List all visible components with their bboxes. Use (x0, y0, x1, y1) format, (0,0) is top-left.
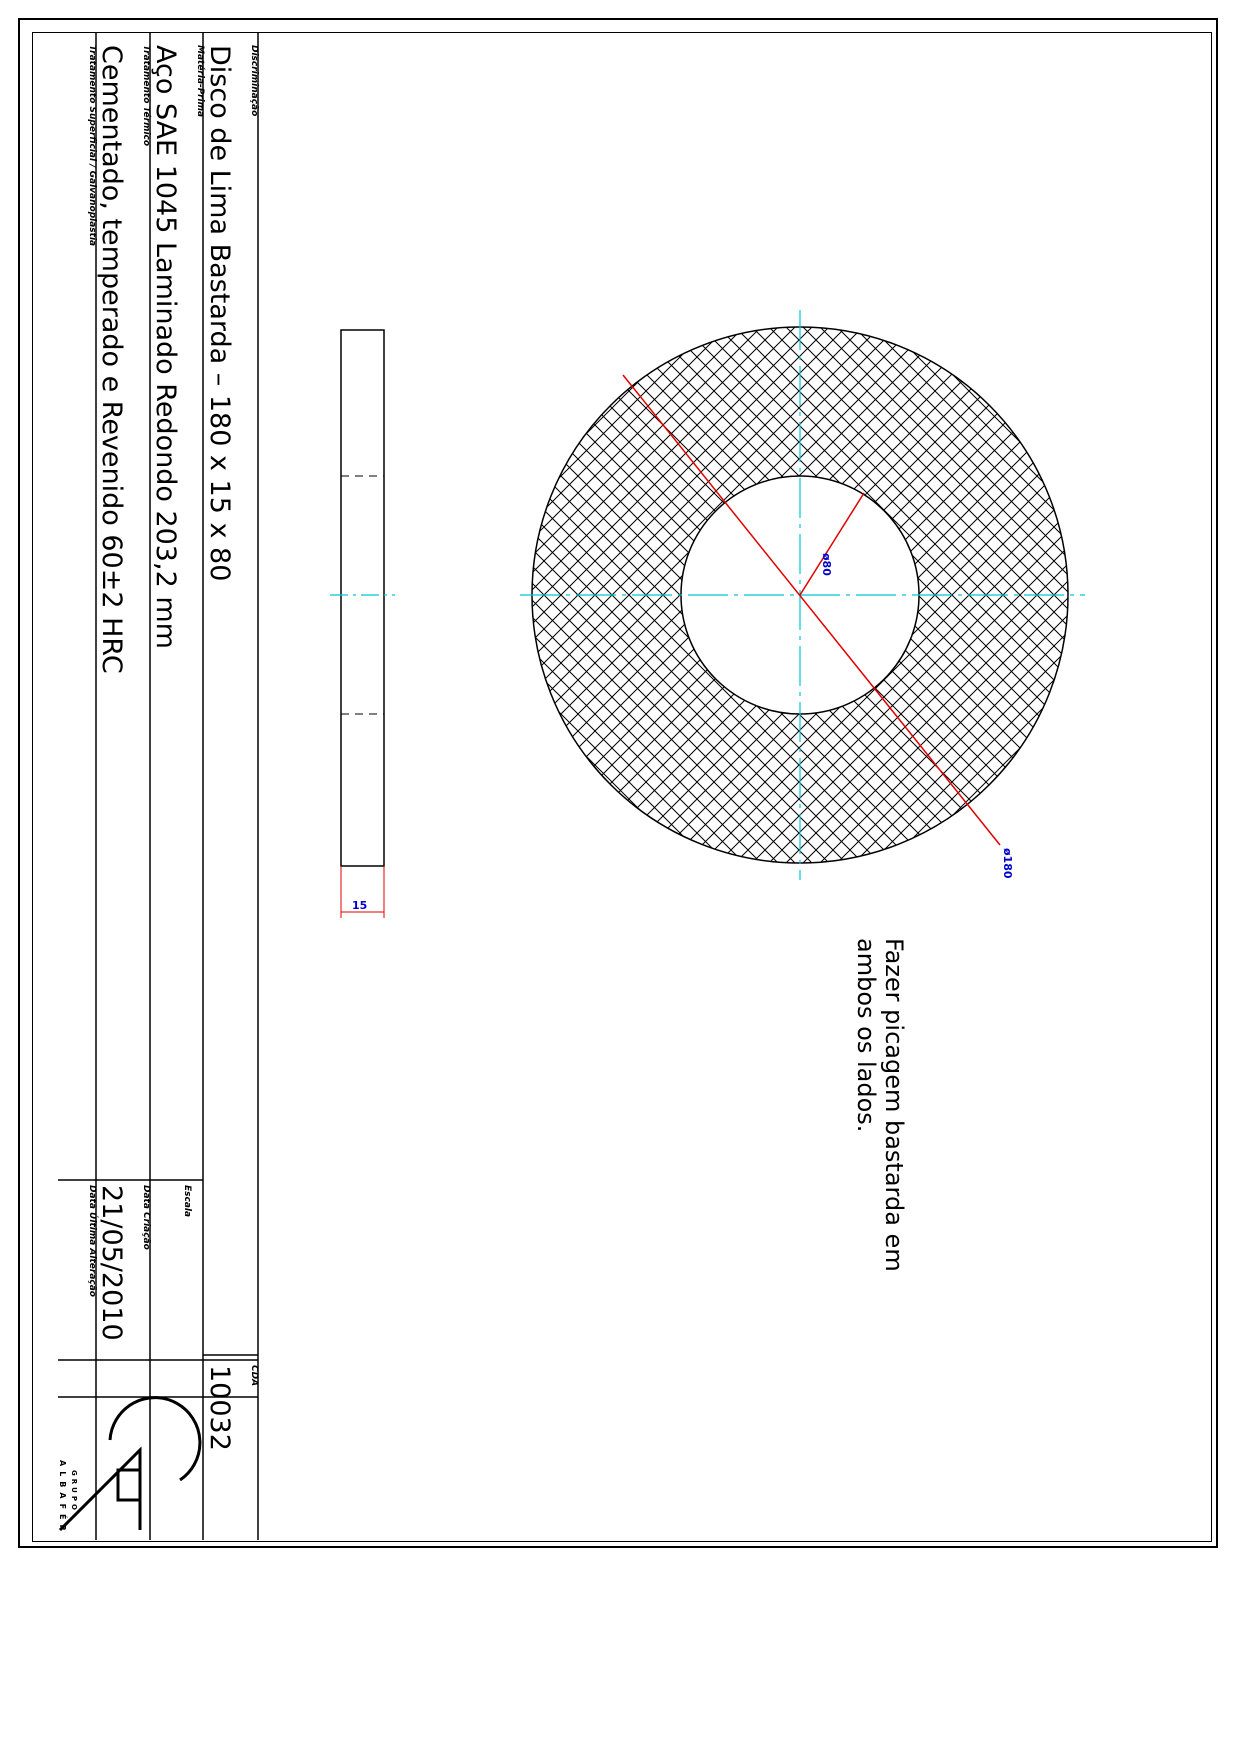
outer-diameter-label: ø180 (1001, 848, 1014, 879)
heat-treatment-caption: Tratamento Térmico (141, 45, 152, 146)
material-text: Aço SAE 1045 Laminado Redondo 203,2 mm (150, 45, 181, 649)
logo-a-shape (58, 1446, 142, 1532)
description-text: Disco de Lima Bastarda – 180 x 15 x 80 (204, 45, 235, 581)
material-caption: Matéria-Prima (195, 45, 206, 117)
thickness-dimension-label: 15 (352, 899, 367, 912)
scale-caption: Escala (182, 1185, 192, 1217)
inner-diameter-leader (799, 492, 865, 596)
side-view: 15 (330, 329, 395, 918)
front-view: ø180 ø80 (520, 310, 1085, 880)
company-logo: GRUPO ALBAFÉR (58, 1396, 202, 1536)
logo-text-top: GRUPO (70, 1470, 78, 1513)
inner-diameter-label: ø80 (820, 553, 833, 576)
title-block (58, 32, 259, 1540)
note-line-2: ambos os lados. (852, 938, 880, 1132)
title-block-texts: Discriminação Disco de Lima Bastarda – 1… (87, 45, 259, 1451)
surface-treatment-caption: Tratamento Superficial / Galvanoplastia (87, 45, 97, 246)
drawing-note: Fazer picagem bastarda em ambos os lados… (852, 938, 908, 1272)
created-text: 21/05/2010 (96, 1185, 127, 1341)
side-view-outline (340, 329, 385, 867)
code-caption: CDA (249, 1365, 259, 1386)
drawing-sheet-border (18, 18, 1218, 1548)
description-caption: Discriminação (249, 45, 259, 116)
logo-bar (116, 1468, 142, 1502)
outer-diameter-leader (622, 374, 1001, 846)
created-caption: Data Criação (141, 1185, 151, 1250)
drawing-frame (32, 32, 1212, 1542)
code-text: 10032 (204, 1365, 235, 1451)
logo-g-arc (108, 1396, 202, 1482)
logo-text-bottom: ALBAFÉR (58, 1460, 69, 1536)
note-line-1: Fazer picagem bastarda em (880, 938, 908, 1272)
modified-caption: Data Última Alteração (87, 1185, 99, 1297)
heat-treatment-text: Cementado, temperado e Revenido 60±2 HRC (96, 45, 127, 674)
